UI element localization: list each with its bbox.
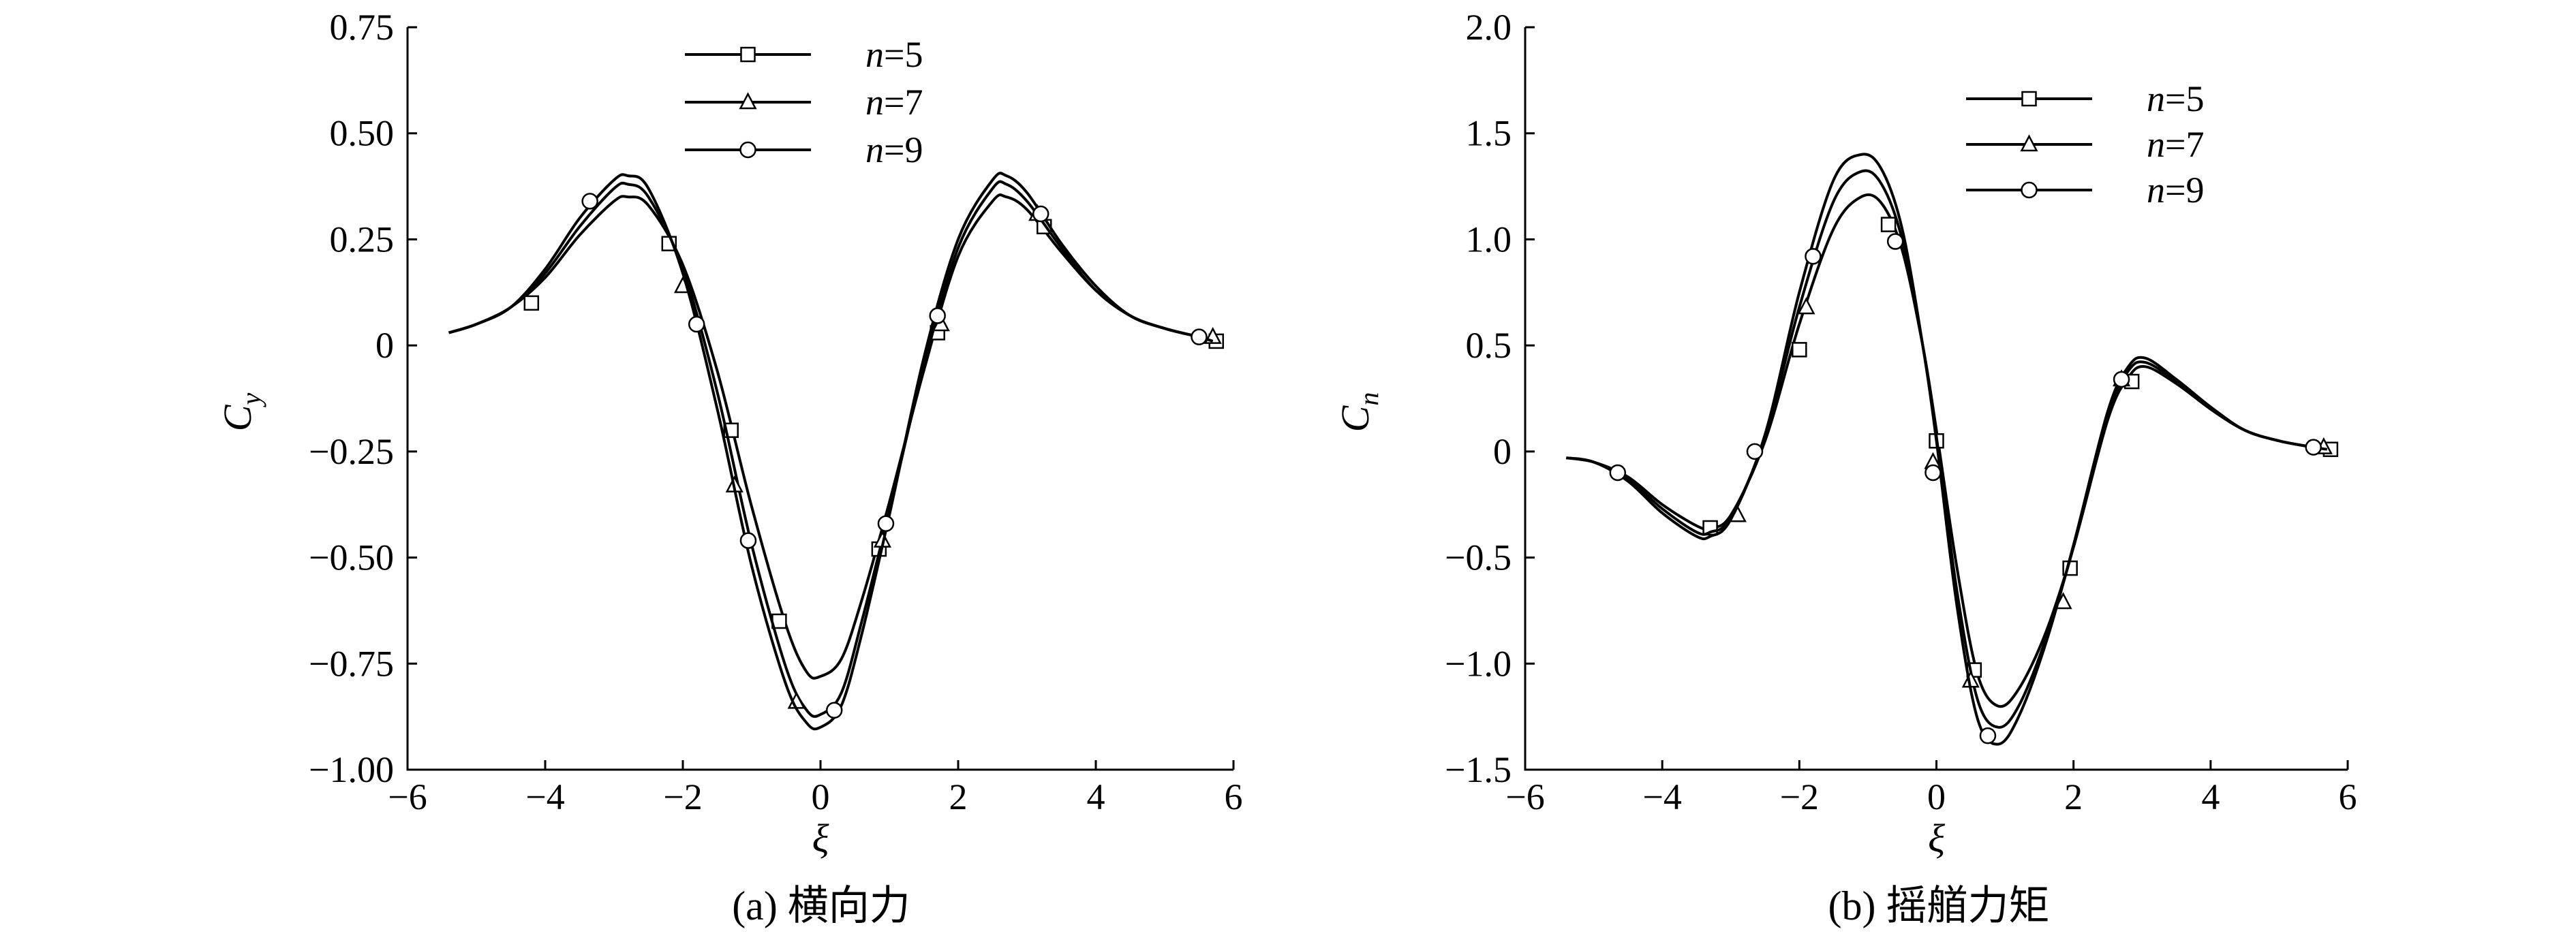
axes-frame [1524,27,2348,771]
x-tick-label: 4 [2201,776,2220,817]
y-tick-label: 0 [375,325,394,366]
data-point-n9 [739,532,757,549]
x-tick-label: 6 [2339,776,2357,817]
data-point-n9 [688,315,705,333]
data-point-n9 [2113,371,2130,388]
legend-label: n=5 [2147,78,2204,119]
x-tick-label: 2 [949,776,968,817]
legend-marker [740,46,756,63]
y-tick-label: −0.5 [1445,537,1512,578]
data-point-n9 [929,307,946,324]
data-point-n5 [1792,342,1807,358]
y-tick-label: −1.0 [1445,643,1512,684]
y-tick-label: 2.0 [1466,7,1512,48]
y-tick-label: −0.25 [309,431,394,472]
legend-label: n=9 [2147,170,2204,210]
x-axis-title: ξ [1928,816,1945,860]
legend-marker [739,92,757,110]
y-tick-label: −0.75 [309,643,394,684]
series-line-n5 [448,193,1214,680]
legend-label: n=7 [2147,124,2204,165]
series-line-n7 [448,180,1214,718]
data-point-n5 [1880,217,1897,232]
legend-label: n=5 [865,34,923,75]
x-tick-label: 0 [1927,776,1946,817]
data-point-n5 [523,295,540,311]
data-point-n9 [1805,248,1822,265]
data-point-n9 [581,193,598,210]
y-tick-label: 0.25 [330,219,395,260]
series-line-n9 [1566,153,2328,746]
data-point-n9 [1979,727,1997,744]
x-tick-label: 2 [2064,776,2083,817]
series-line-n7 [1566,169,2328,729]
chart-lateral-force: −6 −4 −2 0 2 4 6 −1.00 −0.75 −0.50 −0.25 0 0.25 0.50 0… [215,7,1243,860]
legend-label: n=9 [865,129,923,170]
data-point-n7 [1797,297,1815,315]
y-tick-label: −0.50 [309,537,394,578]
data-point-n9 [1746,443,1764,460]
legend-marker [2020,134,2038,152]
legend-marker [739,141,756,159]
y-tick-label: 0 [1493,431,1512,472]
x-tick-label: 0 [812,776,830,817]
y-tick-label: 0.5 [1466,325,1512,366]
y-tick-label: 0.50 [330,113,395,154]
data-point-n9 [825,702,843,719]
data-point-n9 [1191,328,1208,345]
caption-lateral-force: (a) 横向力 [732,883,910,928]
x-tick-label: 6 [1225,776,1243,817]
y-axis-title: Cn [1333,392,1384,433]
y-axis-title: Cy [215,393,266,432]
x-tick-label: −4 [525,776,564,817]
data-point-n9 [1925,464,1942,482]
x-tick-label: −6 [388,776,427,817]
y-tick-label: −1.5 [1445,749,1512,790]
y-tick-label: 1.5 [1466,113,1512,154]
y-tick-label: −1.00 [309,749,394,790]
legend-marker [2021,91,2037,107]
x-tick-label: 4 [1087,776,1105,817]
data-point-n9 [877,515,895,532]
x-axis-title: ξ [812,816,829,860]
chart-yaw-moment: −6 −4 −2 0 2 4 6 −1.5 −1.0 −0.5 0 0.5 1.0 1.5 2.0 ξ Cn n=… [1333,7,2357,860]
x-tick-label: −2 [663,776,702,817]
series-line-n9 [448,172,1214,731]
y-tick-label: 0.75 [330,7,395,48]
caption-yaw-moment: (b) 摇艏力矩 [1828,883,2050,928]
series-line-n5 [1566,193,2328,708]
x-tick-label: −2 [1780,776,1819,817]
data-point-n9 [1886,233,1904,250]
x-tick-label: −4 [1642,776,1681,817]
legend-marker [2021,181,2038,199]
y-tick-label: 1.0 [1466,219,1512,260]
data-point-n9 [1032,205,1049,223]
legend-label: n=7 [865,82,923,123]
axes-frame [406,27,1233,771]
x-tick-label: −6 [1505,776,1544,817]
data-point-n9 [1609,464,1627,482]
data-point-n9 [2305,439,2322,456]
